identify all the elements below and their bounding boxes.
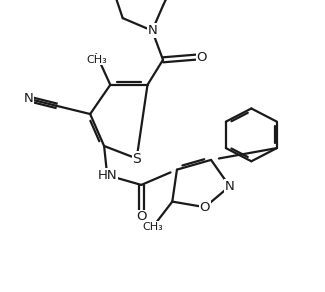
Text: S: S <box>132 152 141 166</box>
Text: CH₃: CH₃ <box>143 222 163 232</box>
Text: N: N <box>23 92 33 105</box>
Text: HN: HN <box>98 169 117 182</box>
Text: O: O <box>197 51 207 64</box>
Text: N: N <box>225 180 235 193</box>
Text: N: N <box>147 24 157 37</box>
Text: O: O <box>136 211 147 223</box>
Text: CH₃: CH₃ <box>86 55 107 65</box>
Text: O: O <box>200 201 210 214</box>
